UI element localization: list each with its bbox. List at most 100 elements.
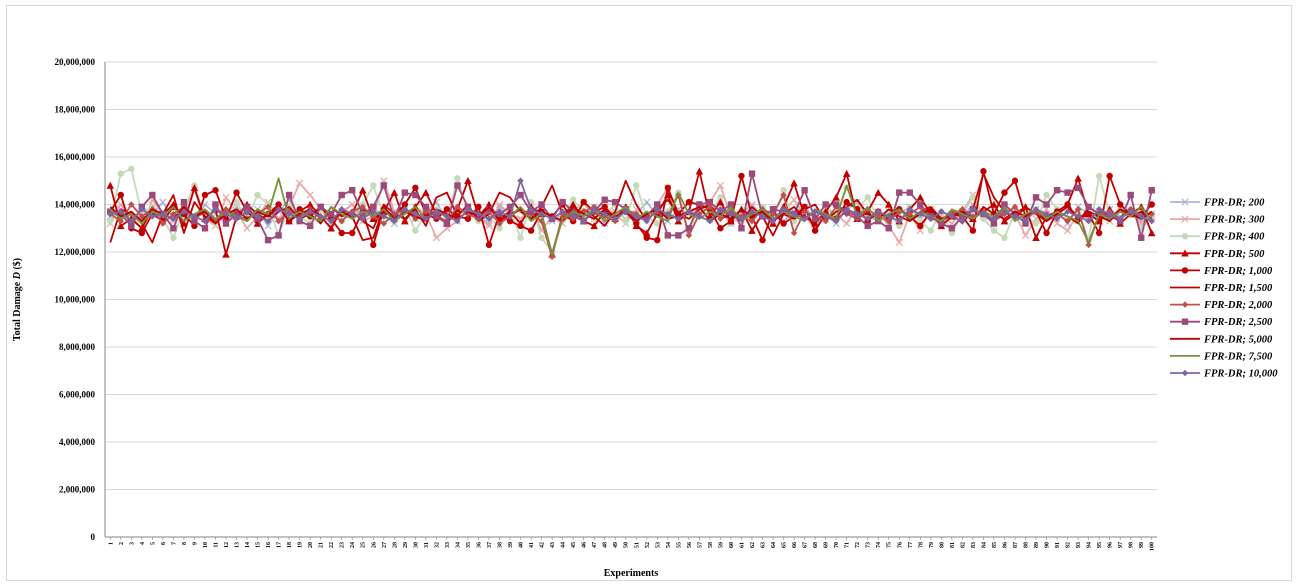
data-point bbox=[370, 182, 377, 189]
x-tick-label: 3 bbox=[129, 542, 135, 545]
data-point bbox=[117, 217, 124, 225]
data-point bbox=[359, 215, 366, 222]
data-point bbox=[264, 217, 272, 225]
data-point bbox=[464, 215, 472, 222]
legend-label: FPR-DR; 2,000 bbox=[1203, 300, 1273, 311]
data-point bbox=[138, 206, 146, 213]
data-point bbox=[159, 198, 167, 206]
data-point bbox=[706, 203, 714, 211]
data-point bbox=[327, 210, 335, 218]
x-tick-label: 53 bbox=[655, 542, 661, 548]
data-point bbox=[896, 189, 903, 196]
data-point bbox=[664, 184, 672, 192]
legend-marker bbox=[1181, 318, 1189, 325]
data-point bbox=[412, 215, 419, 222]
data-point bbox=[790, 179, 798, 187]
data-point bbox=[306, 200, 314, 208]
x-tick-label: 94 bbox=[1087, 542, 1093, 548]
legend-label: FPR-DR; 300 bbox=[1203, 215, 1265, 226]
x-tick-label: 61 bbox=[739, 542, 745, 548]
data-point bbox=[233, 189, 240, 196]
data-point bbox=[107, 210, 114, 218]
series-layer bbox=[106, 165, 1156, 260]
data-point bbox=[370, 208, 377, 215]
x-tick-label: 59 bbox=[718, 542, 724, 548]
data-point bbox=[738, 215, 745, 222]
series-line bbox=[109, 205, 1153, 242]
data-point bbox=[1074, 174, 1082, 182]
x-tick-label: 71 bbox=[845, 542, 851, 548]
data-point bbox=[222, 210, 230, 218]
data-point bbox=[170, 234, 177, 241]
y-tick-label: 6,000,000 bbox=[59, 390, 96, 400]
data-point bbox=[1001, 234, 1008, 241]
x-tick-label: 16 bbox=[266, 542, 272, 548]
data-point bbox=[895, 238, 903, 247]
x-tick-label: 7 bbox=[171, 542, 177, 545]
data-point bbox=[327, 224, 335, 232]
data-point bbox=[1053, 215, 1061, 222]
data-point bbox=[612, 215, 619, 222]
data-point bbox=[254, 213, 261, 220]
data-point bbox=[222, 220, 230, 227]
x-tick-label: 15 bbox=[256, 542, 262, 548]
data-point bbox=[1085, 217, 1092, 225]
data-point bbox=[1001, 189, 1008, 196]
data-point bbox=[222, 206, 230, 213]
data-point bbox=[338, 191, 345, 199]
data-point bbox=[201, 217, 209, 225]
y-tick-label: 0 bbox=[91, 532, 96, 542]
x-tick-label: 68 bbox=[813, 542, 819, 548]
data-point bbox=[306, 191, 314, 199]
data-point bbox=[801, 187, 808, 194]
data-point bbox=[706, 198, 714, 206]
data-point bbox=[128, 201, 135, 208]
x-tick-label: 99 bbox=[1139, 542, 1145, 548]
data-point bbox=[1127, 208, 1134, 215]
data-point bbox=[401, 217, 409, 225]
legend-item: FPR-DR; 400 bbox=[1170, 232, 1265, 243]
data-point bbox=[843, 219, 851, 228]
data-point bbox=[1085, 241, 1092, 249]
x-tick-label: 57 bbox=[697, 542, 703, 548]
data-point bbox=[780, 206, 787, 213]
data-point bbox=[906, 189, 913, 196]
data-point bbox=[527, 206, 535, 213]
legend-marker bbox=[1181, 249, 1189, 257]
data-point bbox=[1095, 229, 1103, 237]
data-point bbox=[696, 201, 703, 208]
data-point bbox=[285, 191, 293, 199]
data-point bbox=[422, 215, 430, 222]
x-tick-label: 29 bbox=[403, 542, 409, 548]
data-point bbox=[601, 210, 608, 218]
x-tick-label: 4 bbox=[140, 542, 146, 545]
data-point bbox=[149, 213, 156, 220]
x-tick-label: 86 bbox=[1002, 542, 1008, 548]
legend-item: FPR-DR; 5,000 bbox=[1170, 334, 1273, 345]
data-point bbox=[107, 217, 114, 225]
data-point bbox=[275, 217, 282, 225]
data-point bbox=[959, 217, 966, 225]
data-point bbox=[1095, 172, 1103, 180]
data-point bbox=[748, 208, 756, 215]
data-point bbox=[717, 215, 724, 222]
data-point bbox=[759, 213, 766, 220]
data-point bbox=[412, 227, 419, 234]
x-tick-label: 12 bbox=[224, 542, 230, 548]
data-point bbox=[464, 176, 472, 184]
data-point bbox=[296, 215, 303, 222]
data-point bbox=[517, 191, 524, 199]
data-point bbox=[485, 206, 493, 213]
data-point bbox=[422, 188, 430, 196]
data-point bbox=[559, 208, 566, 215]
data-point bbox=[801, 208, 808, 215]
x-tick-label: 32 bbox=[434, 542, 440, 548]
x-tick-label: 55 bbox=[676, 542, 682, 548]
data-point bbox=[896, 217, 903, 225]
data-point bbox=[517, 234, 524, 241]
x-tick-label: 24 bbox=[350, 542, 356, 548]
data-point bbox=[864, 206, 871, 213]
data-point bbox=[496, 220, 503, 227]
data-point bbox=[485, 222, 493, 230]
data-point bbox=[654, 201, 661, 208]
